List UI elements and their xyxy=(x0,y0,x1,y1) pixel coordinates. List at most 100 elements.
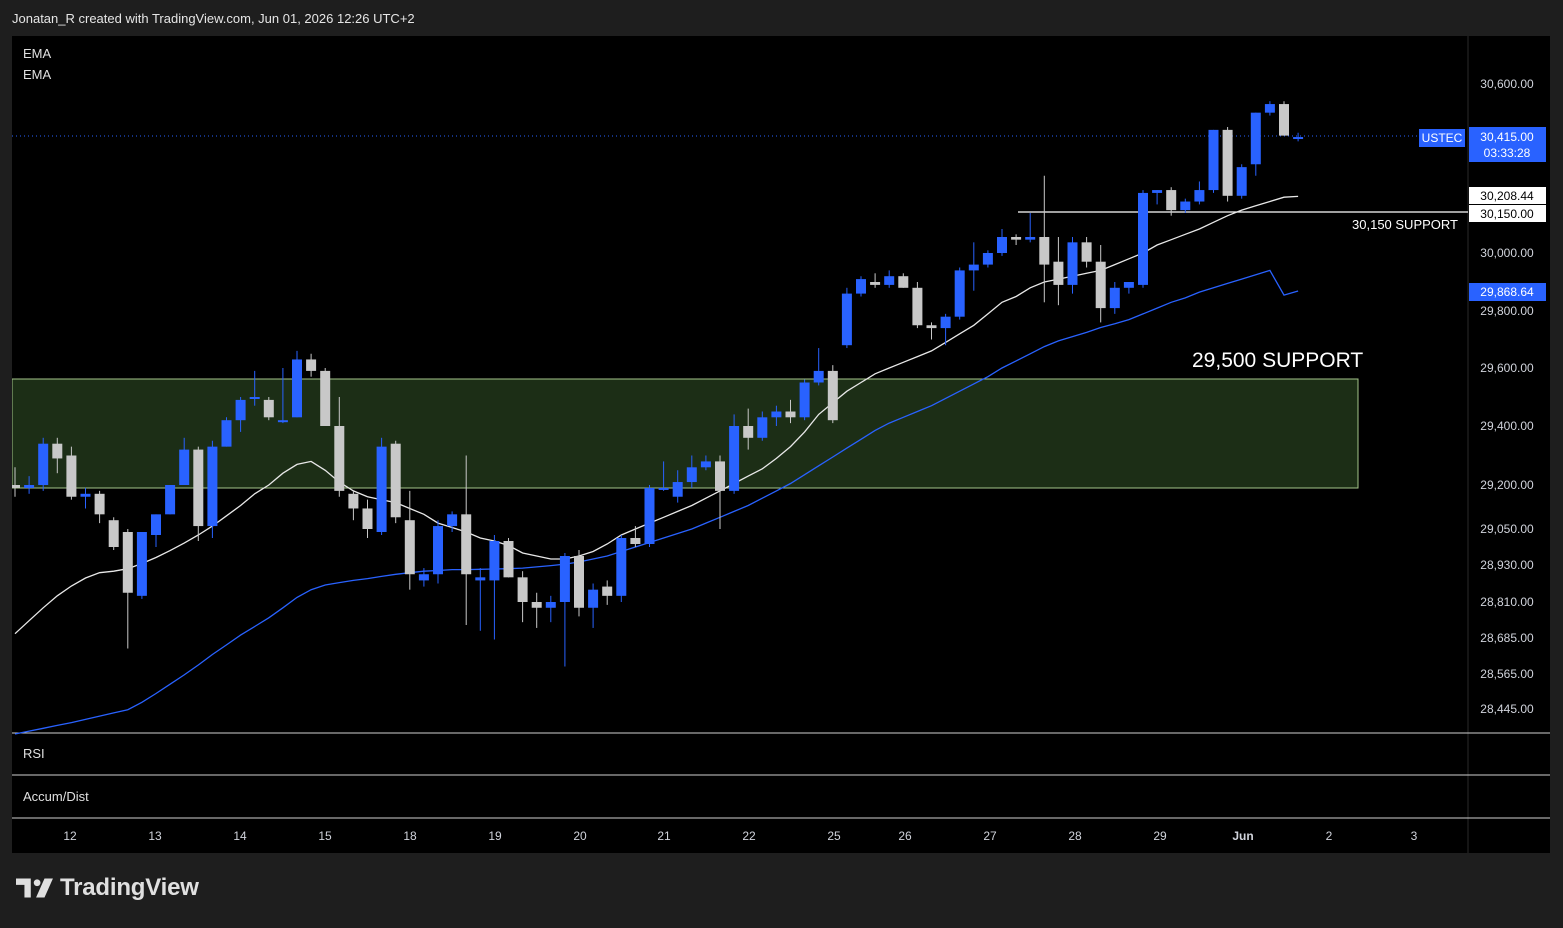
candle[interactable] xyxy=(404,490,415,590)
candle[interactable] xyxy=(898,273,909,288)
ema-slow-line[interactable] xyxy=(14,269,1299,735)
candle[interactable] xyxy=(80,487,91,509)
candle[interactable] xyxy=(235,397,246,432)
candle[interactable] xyxy=(1067,237,1078,294)
candle[interactable] xyxy=(574,550,584,617)
candle[interactable] xyxy=(1152,190,1163,205)
candles-layer[interactable] xyxy=(12,101,1304,667)
candle[interactable] xyxy=(743,408,754,450)
candle[interactable] xyxy=(277,368,288,424)
candle[interactable] xyxy=(1081,237,1092,268)
candle[interactable] xyxy=(1208,129,1219,193)
candle[interactable] xyxy=(348,490,359,521)
candle[interactable] xyxy=(588,583,599,628)
candle[interactable] xyxy=(1025,213,1036,243)
candle[interactable] xyxy=(700,455,711,471)
candle[interactable] xyxy=(926,322,937,340)
candle[interactable] xyxy=(870,273,881,288)
candle[interactable] xyxy=(1109,282,1120,314)
candle[interactable] xyxy=(1250,112,1261,176)
candle[interactable] xyxy=(954,267,965,320)
candle[interactable] xyxy=(997,229,1007,256)
candle[interactable] xyxy=(1123,282,1134,294)
candle[interactable] xyxy=(1053,237,1064,306)
candle[interactable] xyxy=(94,490,105,524)
candle[interactable] xyxy=(602,580,613,605)
candle[interactable] xyxy=(1011,234,1022,245)
candle[interactable] xyxy=(165,485,176,515)
candle[interactable] xyxy=(122,529,133,649)
candle[interactable] xyxy=(362,499,373,538)
candle[interactable] xyxy=(630,526,641,547)
candle[interactable] xyxy=(1166,187,1177,216)
candle[interactable] xyxy=(38,437,49,491)
candle[interactable] xyxy=(151,514,161,547)
candle[interactable] xyxy=(1180,198,1191,213)
candle[interactable] xyxy=(447,511,458,532)
candle[interactable] xyxy=(968,242,979,291)
candle[interactable] xyxy=(1264,101,1275,116)
candle[interactable] xyxy=(66,446,77,500)
candle[interactable] xyxy=(531,592,542,628)
candle[interactable] xyxy=(1138,190,1148,288)
candle[interactable] xyxy=(715,455,725,530)
candle[interactable] xyxy=(503,538,514,578)
candle[interactable] xyxy=(1293,132,1304,142)
candle[interactable] xyxy=(884,270,895,288)
candle[interactable] xyxy=(52,437,63,474)
price-chart[interactable]: 30,150 SUPPORT 29,500 SUPPORT EMA EMA RS… xyxy=(12,36,1550,853)
candle[interactable] xyxy=(193,446,204,541)
candle[interactable] xyxy=(1236,164,1247,199)
candle[interactable] xyxy=(1039,175,1050,303)
candle[interactable] xyxy=(841,287,852,349)
candle[interactable] xyxy=(433,520,443,584)
candle[interactable] xyxy=(489,535,500,640)
candle[interactable] xyxy=(249,370,260,406)
candle[interactable] xyxy=(799,379,810,421)
candle[interactable] xyxy=(940,313,951,346)
candle[interactable] xyxy=(616,535,627,602)
candle[interactable] xyxy=(785,399,796,424)
candle[interactable] xyxy=(390,440,401,524)
pane-rsi-label[interactable]: RSI xyxy=(23,746,45,761)
candle[interactable] xyxy=(813,348,824,386)
price-axis[interactable]: 30,600.00 30,000.00 29,800.00 29,600.00 29,4… xyxy=(1480,77,1534,716)
chart-frame[interactable]: 30,150 SUPPORT 29,500 SUPPORT EMA EMA RS… xyxy=(12,36,1550,853)
candle[interactable] xyxy=(1222,127,1233,202)
candle[interactable] xyxy=(517,571,528,623)
time-axis[interactable]: 12 13 14 15 18 19 20 21 22 25 26 27 28 29 Jun 2 3 xyxy=(63,829,1417,843)
candle[interactable] xyxy=(1194,181,1205,205)
candle[interactable] xyxy=(729,414,740,494)
candle[interactable] xyxy=(179,437,190,485)
pane-accum-label[interactable]: Accum/Dist xyxy=(23,789,89,804)
candle[interactable] xyxy=(827,365,838,424)
candle[interactable] xyxy=(912,282,923,329)
legend-ema-2[interactable]: EMA xyxy=(23,67,52,82)
candle[interactable] xyxy=(136,532,147,599)
ema-fast-line[interactable] xyxy=(14,195,1299,635)
candle[interactable] xyxy=(475,568,486,631)
candle[interactable] xyxy=(306,353,317,377)
candle[interactable] xyxy=(263,397,274,421)
candle[interactable] xyxy=(292,350,302,418)
candle[interactable] xyxy=(12,467,20,497)
candle[interactable] xyxy=(644,485,655,547)
candle[interactable] xyxy=(686,455,697,488)
candle[interactable] xyxy=(771,405,782,426)
legend-ema-1[interactable]: EMA xyxy=(23,46,52,61)
candle[interactable] xyxy=(221,417,232,447)
candle[interactable] xyxy=(320,368,331,426)
candle[interactable] xyxy=(672,470,683,503)
candle[interactable] xyxy=(1279,101,1289,136)
candle[interactable] xyxy=(207,440,218,538)
candle[interactable] xyxy=(1095,245,1106,323)
candle[interactable] xyxy=(545,595,556,623)
candle[interactable] xyxy=(418,568,429,587)
candle[interactable] xyxy=(658,461,669,491)
candle[interactable] xyxy=(559,553,570,667)
candle[interactable] xyxy=(856,276,866,297)
candle[interactable] xyxy=(108,517,119,550)
tradingview-logo[interactable]: TradingView xyxy=(16,874,199,902)
candle[interactable] xyxy=(334,397,345,497)
candle[interactable] xyxy=(757,411,768,441)
